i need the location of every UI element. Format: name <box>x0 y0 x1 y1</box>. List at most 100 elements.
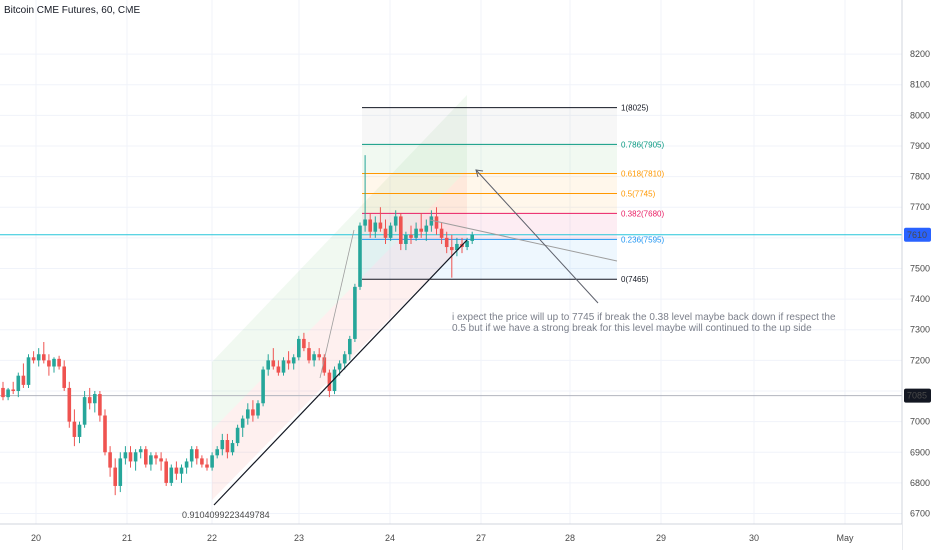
candle-68 <box>348 335 352 361</box>
fib-label-0.5: 0.5(7745) <box>621 189 656 198</box>
trend-drawings[interactable]: 0.9104099223449784 <box>182 169 618 520</box>
candle-body-67 <box>342 354 347 364</box>
candle-body-83 <box>424 225 429 232</box>
candle-body-76 <box>388 225 393 238</box>
candle-11 <box>57 355 61 370</box>
candle-body-27 <box>138 449 143 453</box>
price-axis-bg <box>902 0 932 550</box>
candle-body-82 <box>419 228 423 232</box>
y-tick-label: 7200 <box>910 355 930 365</box>
candle-body-91 <box>465 240 469 248</box>
price-tag-value: 7610 <box>907 230 927 240</box>
y-tick-label: 8200 <box>910 49 930 59</box>
candle-body-61 <box>312 354 316 361</box>
candle-32 <box>164 458 168 486</box>
y-tick-label: 7700 <box>910 202 930 212</box>
candle-body-30 <box>154 455 158 459</box>
candle-39 <box>200 455 204 468</box>
candle-body-77 <box>393 216 398 226</box>
candle-body-84 <box>429 216 434 226</box>
candle-43 <box>220 433 225 456</box>
candle-59 <box>302 332 306 352</box>
candle-body-86 <box>439 228 444 238</box>
y-tick-label: 7400 <box>910 294 930 304</box>
fib-retracement[interactable]: 1(8025) 0.786(7905) 0.618(7810) 0.5(7745) 0.… <box>362 104 664 285</box>
candle-body-57 <box>291 357 296 364</box>
candle-body-10 <box>52 358 56 367</box>
candle-body-4 <box>21 375 26 385</box>
candle-27 <box>138 446 143 459</box>
candle-body-59 <box>302 338 306 349</box>
candle-60 <box>307 341 311 364</box>
fib-label-0.236: 0.236(7595) <box>621 235 664 244</box>
candle-body-49 <box>251 409 255 416</box>
candle-4 <box>21 363 26 388</box>
candle-body-71 <box>363 219 367 226</box>
candle-28 <box>144 446 148 468</box>
candle-body-7 <box>36 354 41 361</box>
time-axis-bg <box>0 524 902 550</box>
candle-8 <box>42 341 46 364</box>
candle-29 <box>149 452 153 471</box>
candle-body-32 <box>164 461 168 483</box>
x-tick-label: 20 <box>31 533 41 543</box>
fib-band-0 <box>362 107 617 145</box>
candle-body-23 <box>118 458 123 486</box>
candle-9 <box>47 354 51 376</box>
candle-79 <box>404 231 408 251</box>
candle-45 <box>230 440 235 456</box>
candle-38 <box>195 446 199 465</box>
y-tick-label: 7500 <box>910 263 930 273</box>
candle-body-33 <box>169 467 174 483</box>
trend-line-support <box>213 239 468 506</box>
y-tick-label: 7900 <box>910 141 930 151</box>
x-tick-label: May <box>836 533 854 543</box>
price-tag-bg <box>904 388 931 403</box>
candle-body-85 <box>434 216 439 229</box>
candle-body-16 <box>82 397 87 425</box>
horizontal-lines <box>0 234 902 397</box>
fib-label-0.618: 0.618(7810) <box>621 170 664 179</box>
candle-33 <box>169 464 174 486</box>
candle-body-54 <box>276 366 281 373</box>
candle-77 <box>393 210 398 232</box>
candle-body-58 <box>297 338 301 358</box>
candle-5 <box>26 354 31 388</box>
x-tick-label: 24 <box>385 533 395 543</box>
x-tick-label: 21 <box>122 533 132 543</box>
candle-81 <box>414 222 418 241</box>
candle-body-47 <box>240 418 245 428</box>
candle-body-26 <box>133 452 138 462</box>
candle-body-21 <box>108 452 112 468</box>
channel-lower-zone <box>212 170 467 500</box>
candle-body-34 <box>174 467 179 474</box>
grid <box>0 0 902 524</box>
candle-53 <box>271 348 276 370</box>
candle-65 <box>332 366 337 395</box>
candle-46 <box>235 424 240 447</box>
arrow-head <box>475 169 484 178</box>
candle-52 <box>266 354 270 376</box>
candle-body-70 <box>358 225 362 287</box>
candle-18 <box>93 391 97 413</box>
x-tick-label: 29 <box>656 533 666 543</box>
candle-body-63 <box>322 357 327 373</box>
candle-47 <box>240 415 245 437</box>
candle-72 <box>368 213 372 238</box>
candle-body-2 <box>11 389 15 392</box>
candle-body-35 <box>179 467 184 474</box>
y-tick-label: 6800 <box>910 478 930 488</box>
candle-69 <box>353 283 357 342</box>
candle-body-65 <box>332 369 337 392</box>
candle-body-48 <box>246 409 250 419</box>
y-tick-label: 8000 <box>910 110 930 120</box>
x-tick-label: 28 <box>565 533 575 543</box>
annotation-text[interactable]: i expect the price will up to 7745 if br… <box>452 312 836 334</box>
candle-body-18 <box>93 394 97 404</box>
candle-31 <box>159 452 163 471</box>
candle-71 <box>363 155 367 232</box>
candle-body-11 <box>57 358 61 367</box>
candle-56 <box>286 351 291 370</box>
x-tick-label: 23 <box>294 533 304 543</box>
